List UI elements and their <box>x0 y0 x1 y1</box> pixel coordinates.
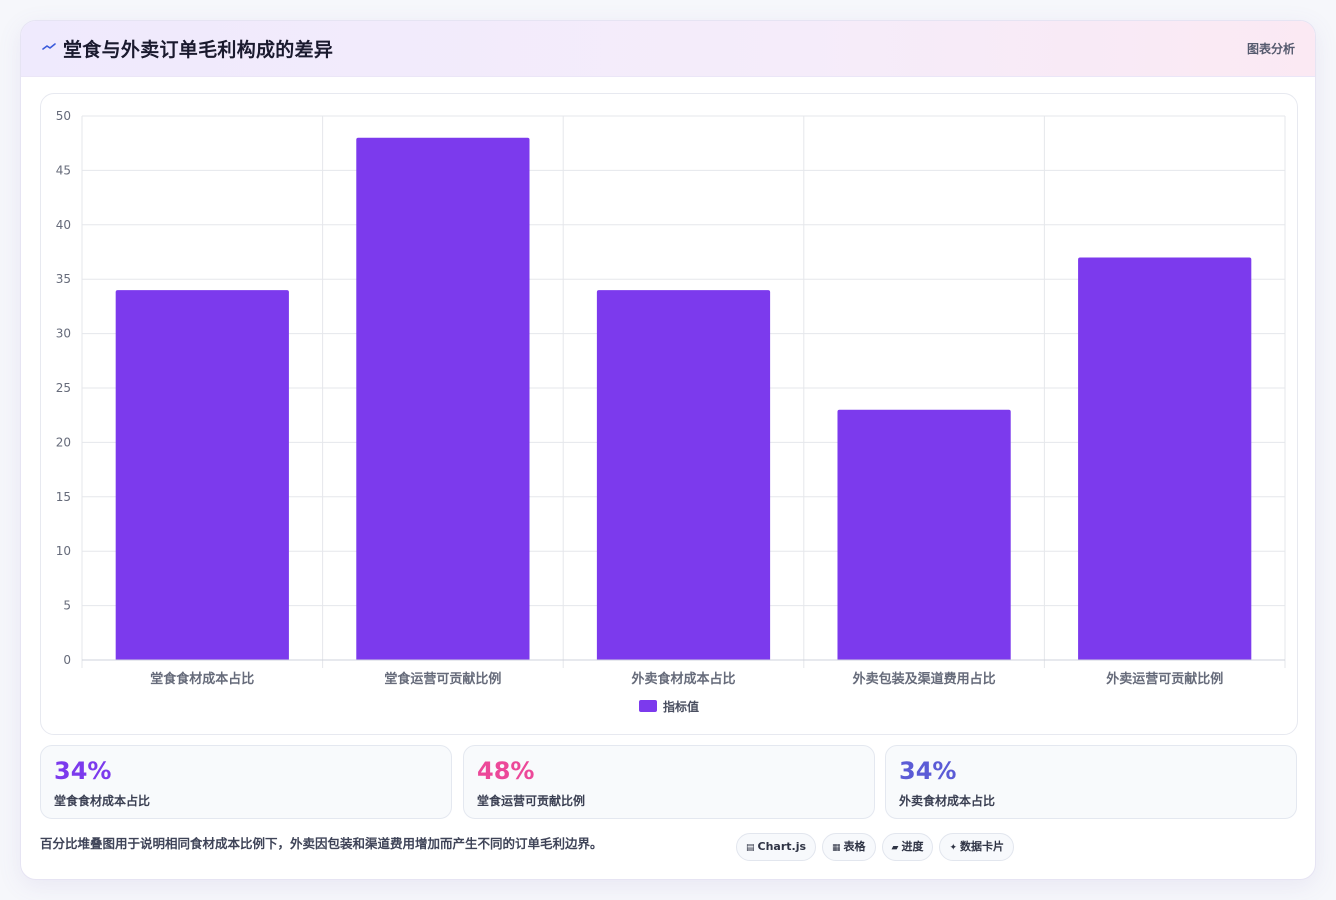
x-tick-label: 堂食运营可贡献比例 <box>384 671 501 687</box>
chip-label: Chart.js <box>757 840 807 853</box>
table-icon: ▦ <box>832 843 841 853</box>
chart-analysis-link[interactable]: 图表分析 <box>1246 42 1295 56</box>
bar <box>356 137 530 660</box>
card-header: 堂食与外卖订单毛利构成的差异 图表分析 <box>21 21 1315 77</box>
chip-data-card[interactable]: ✦ 数据卡片 <box>939 833 1015 861</box>
kpi-label: 堂食运营可贡献比例 <box>477 794 586 808</box>
y-tick-label: 15 <box>56 490 71 504</box>
bar <box>596 290 771 660</box>
kpi-value: 34% <box>54 757 112 785</box>
kpi-card: 48% 堂食运营可贡献比例 <box>463 745 875 819</box>
y-tick-label: 5 <box>63 599 71 613</box>
bar <box>1078 257 1252 660</box>
chart-card: 堂食与外卖订单毛利构成的差异 图表分析 0 5 10 15 20 25 30 35 40 45 50… <box>20 20 1316 880</box>
chip-label: 数据卡片 <box>960 840 1005 853</box>
kpi-value: 48% <box>477 757 535 785</box>
y-tick-label: 30 <box>56 327 71 341</box>
chart-panel: 0 5 10 15 20 25 30 35 40 45 50 堂食食材成本占比 堂食运营可贡献比例 外卖食… <box>40 93 1298 735</box>
legend-swatch <box>639 700 657 712</box>
kpi-label: 堂食食材成本占比 <box>54 794 151 808</box>
kpi-card: 34% 堂食食材成本占比 <box>40 745 452 819</box>
bar <box>115 290 289 660</box>
footer-note: 百分比堆叠图用于说明相同食材成本比例下，外卖因包装和渠道费用增加而产生不同的订单… <box>40 836 603 851</box>
y-tick-label: 45 <box>56 163 71 177</box>
x-tick-label: 堂食食材成本占比 <box>150 671 254 687</box>
y-tick-label: 0 <box>63 653 71 667</box>
y-tick-label: 50 <box>56 109 71 123</box>
chip-label: 表格 <box>843 840 866 853</box>
y-tick-label: 25 <box>56 381 71 395</box>
trend-line-icon <box>42 43 56 50</box>
bar <box>837 409 1011 660</box>
y-tick-label: 40 <box>56 218 71 232</box>
chip-progress[interactable]: ▰ 进度 <box>881 833 934 861</box>
chip-table[interactable]: ▦ 表格 <box>822 833 876 861</box>
kpi-label: 外卖食材成本占比 <box>899 794 996 808</box>
y-tick-label: 10 <box>56 544 71 558</box>
x-tick-label: 外卖运营可贡献比例 <box>1105 671 1223 687</box>
feature-chips: ▤ Chart.js ▦ 表格 ▰ 进度 ✦ 数据卡片 <box>736 833 1020 861</box>
x-tick-label: 外卖食材成本占比 <box>630 671 735 687</box>
chip-chartjs[interactable]: ▤ Chart.js <box>736 833 817 861</box>
kpi-row: 34% 堂食食材成本占比 48% 堂食运营可贡献比例 34% 外卖食材成本占比 <box>40 745 1298 819</box>
bar-chart: 0 5 10 15 20 25 30 35 40 45 50 堂食食材成本占比 堂食运营可贡献比例 外卖食… <box>56 109 1286 714</box>
sparkle-icon: ✦ <box>949 843 958 853</box>
y-tick-label: 20 <box>56 435 71 449</box>
kpi-card: 34% 外卖食材成本占比 <box>885 745 1297 819</box>
y-tick-label: 35 <box>56 272 71 286</box>
page-title: 堂食与外卖订单毛利构成的差异 <box>63 39 334 61</box>
x-tick-label: 外卖包装及渠道费用占比 <box>852 671 996 687</box>
chip-label: 进度 <box>901 840 924 853</box>
chart-icon: ▤ <box>746 843 755 853</box>
kpi-value: 34% <box>899 757 957 785</box>
progress-icon: ▰ <box>891 843 899 853</box>
legend-label: 指标值 <box>663 699 699 714</box>
